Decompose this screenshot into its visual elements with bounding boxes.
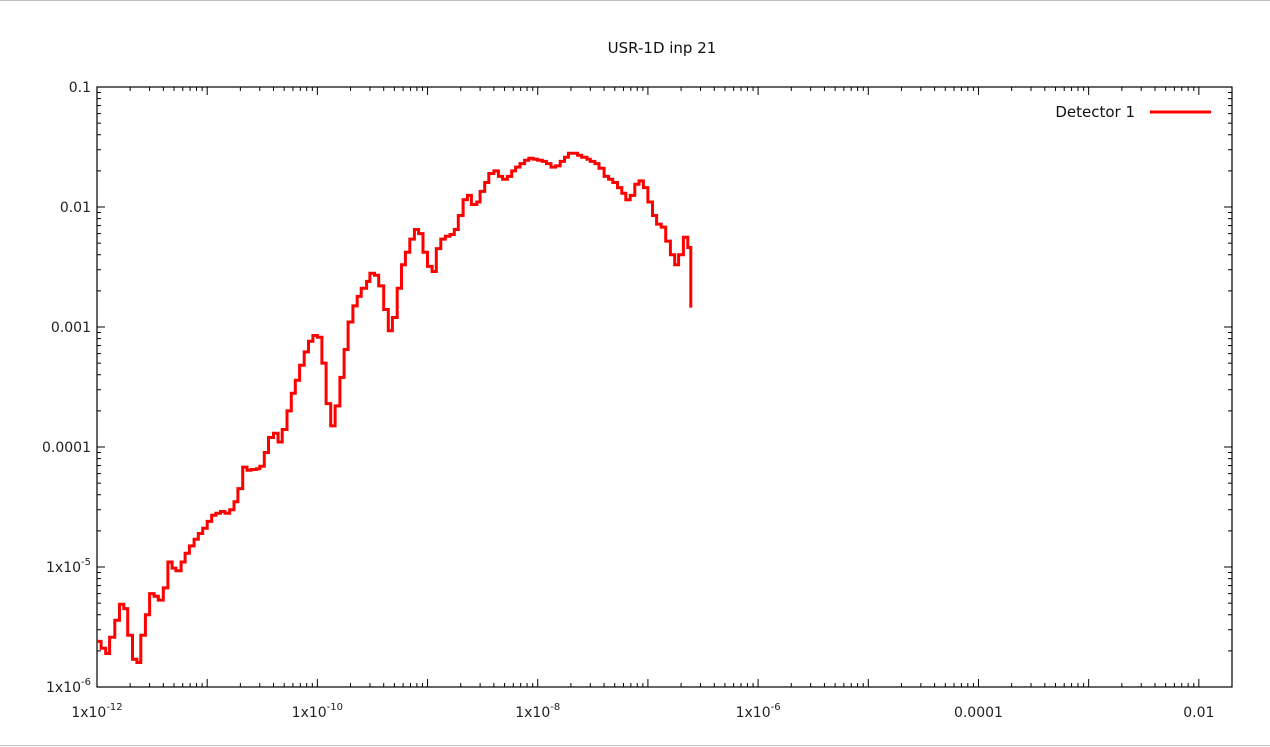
x-tick-label: 1x10-8 — [515, 702, 560, 721]
y-tick-label: 0.001 — [51, 320, 91, 336]
axis-ticks — [96, 87, 1233, 688]
legend-label-detector-1: Detector 1 — [1055, 103, 1135, 121]
chart-title: USR-1D inp 21 — [608, 39, 717, 57]
axis-tick-labels: 1x10-12 1x10-10 1x10-8 1x10-6 0.0001 0.01 1x10… — [42, 80, 1214, 721]
y-tick-label: 0.01 — [60, 200, 91, 216]
x-tick-label: 1x10-6 — [736, 702, 781, 721]
y-tick-label: 1x10-5 — [46, 557, 91, 576]
y-tick-label: 0.0001 — [42, 440, 91, 456]
y-tick-label: 0.1 — [69, 80, 91, 96]
x-tick-label: 1x10-12 — [71, 702, 122, 721]
y-tick-label: 1x10-6 — [46, 677, 91, 696]
x-tick-label: 0.0001 — [954, 705, 1003, 721]
series-detector-1-line — [97, 151, 693, 664]
plot-area — [96, 86, 1233, 688]
x-tick-label: 0.01 — [1183, 705, 1214, 721]
x-tick-label: 1x10-10 — [292, 702, 343, 721]
legend: Detector 1 — [1055, 103, 1211, 121]
